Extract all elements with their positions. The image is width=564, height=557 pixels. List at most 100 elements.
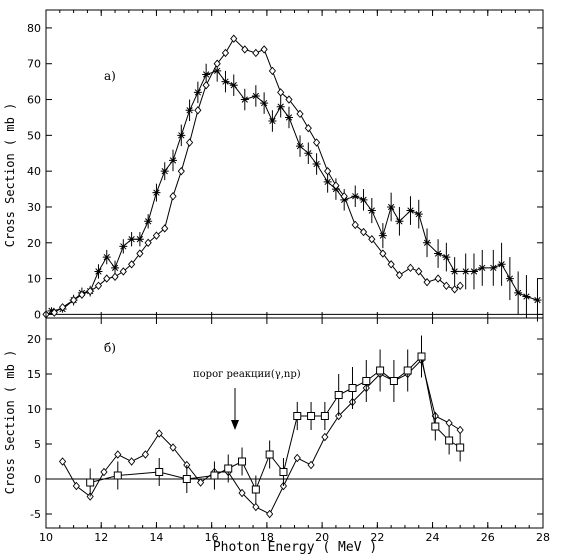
data-point-star [497,261,506,268]
panel-b-frame [45,317,544,529]
data-point-star [111,264,120,272]
data-point-star [312,160,321,168]
panel-b-annotation: порог реакции(γ,np) [193,369,301,380]
data-point-diamond [340,192,348,201]
x-tick-label: 28 [536,531,550,544]
panel-b-series [58,335,465,519]
panel-a-series [42,34,542,322]
data-point-star [177,132,186,139]
data-point-diamond [136,249,144,258]
data-point-diamond [221,48,230,58]
data-point-square [113,471,122,480]
data-point-star [442,253,451,261]
data-point-star [450,268,459,275]
data-point-square [389,377,398,385]
data-point-star [152,189,161,196]
data-point-diamond [58,303,67,312]
panel-b: -5 0 5 10 15 20 б) порог реакции(γ,np) Cross … [3,317,544,529]
data-point-square [251,485,260,494]
x-tick-label: 16 [205,531,219,544]
panel-a: 0 10 20 30 40 50 60 70 80 a) Cross Section ( mb … [3,9,544,322]
data-point-star [94,268,103,275]
data-point-star [304,150,313,157]
data-point-star [351,193,360,200]
data-point-star [135,236,144,243]
data-point-square [348,384,357,392]
panel-b-y-ticks: -5 0 5 10 15 20 [27,333,543,521]
data-point-square [431,422,440,431]
data-point-diamond [395,270,404,280]
data-point-diamond [230,34,238,43]
data-point-star [423,239,432,246]
data-point-square [320,412,329,420]
y-tick-label: 15 [27,368,41,381]
data-point-diamond [114,450,122,459]
data-point-star [378,232,387,239]
annotation-arrow [231,388,239,430]
data-point-star [367,207,376,214]
panel-b-label: б) [104,341,116,355]
data-point-diamond [451,285,459,294]
data-point-star [284,114,293,121]
y-tick-label: 10 [27,403,41,416]
data-point-square [279,468,288,476]
data-point-diamond [285,95,293,104]
y-tick-label: 60 [27,94,41,107]
y-tick-label: 30 [27,201,41,214]
data-point-star [160,168,169,175]
data-point-square [456,443,465,452]
y-tick-label: 80 [27,22,41,35]
data-point-diamond [58,457,67,466]
x-tick-label: 12 [94,531,108,544]
y-tick-label: 20 [27,333,41,346]
data-point-star [185,107,194,114]
panel-b-ylabel: Cross Section ( mb ) [3,350,17,495]
data-point-diamond [368,235,376,244]
data-point-star [221,78,230,85]
data-point-star [276,103,285,110]
panel-a-y-ticks: 0 10 20 30 40 50 60 70 80 [27,22,543,321]
data-point-diamond [332,181,340,190]
data-point-star [119,243,128,250]
data-point-diamond [268,66,277,76]
data-point-diamond [128,457,136,466]
data-point-diamond [144,238,152,247]
data-point-diamond [293,453,301,463]
data-point-diamond [128,260,136,269]
data-point-diamond [169,192,177,201]
data-point-diamond [103,274,111,283]
data-point-square [182,475,191,483]
data-point-diamond [442,281,450,290]
data-point-diamond [50,308,58,317]
y-tick-label: 0 [34,308,41,321]
data-point-star [461,268,470,275]
data-point-star [522,293,531,300]
data-point-diamond [141,450,149,459]
data-point-diamond [169,443,177,452]
data-point-star [469,268,478,275]
data-point-diamond [119,267,127,276]
data-point-diamond [359,227,368,237]
data-point-diamond [111,272,119,282]
data-point-diamond [161,224,169,233]
data-point-diamond [321,432,329,442]
data-point-diamond [241,45,249,54]
data-point-diamond [406,263,415,273]
data-point-diamond [312,138,321,147]
data-point-diamond [423,277,431,287]
data-point-diamond [296,109,304,119]
data-point-square [155,468,164,476]
data-point-square [445,436,454,445]
data-point-diamond [155,429,163,438]
y-tick-label: 40 [27,165,41,178]
data-point-star [514,289,523,297]
data-point-diamond [324,166,332,176]
data-point-star [406,207,415,214]
data-point-star [434,250,443,257]
data-point-diamond [194,106,202,115]
x-tick-label: 10 [39,531,53,544]
data-point-square [417,352,426,361]
x-tick-label: 22 [370,531,384,544]
y-tick-label: 0 [34,473,41,486]
y-tick-label: 5 [34,438,41,451]
